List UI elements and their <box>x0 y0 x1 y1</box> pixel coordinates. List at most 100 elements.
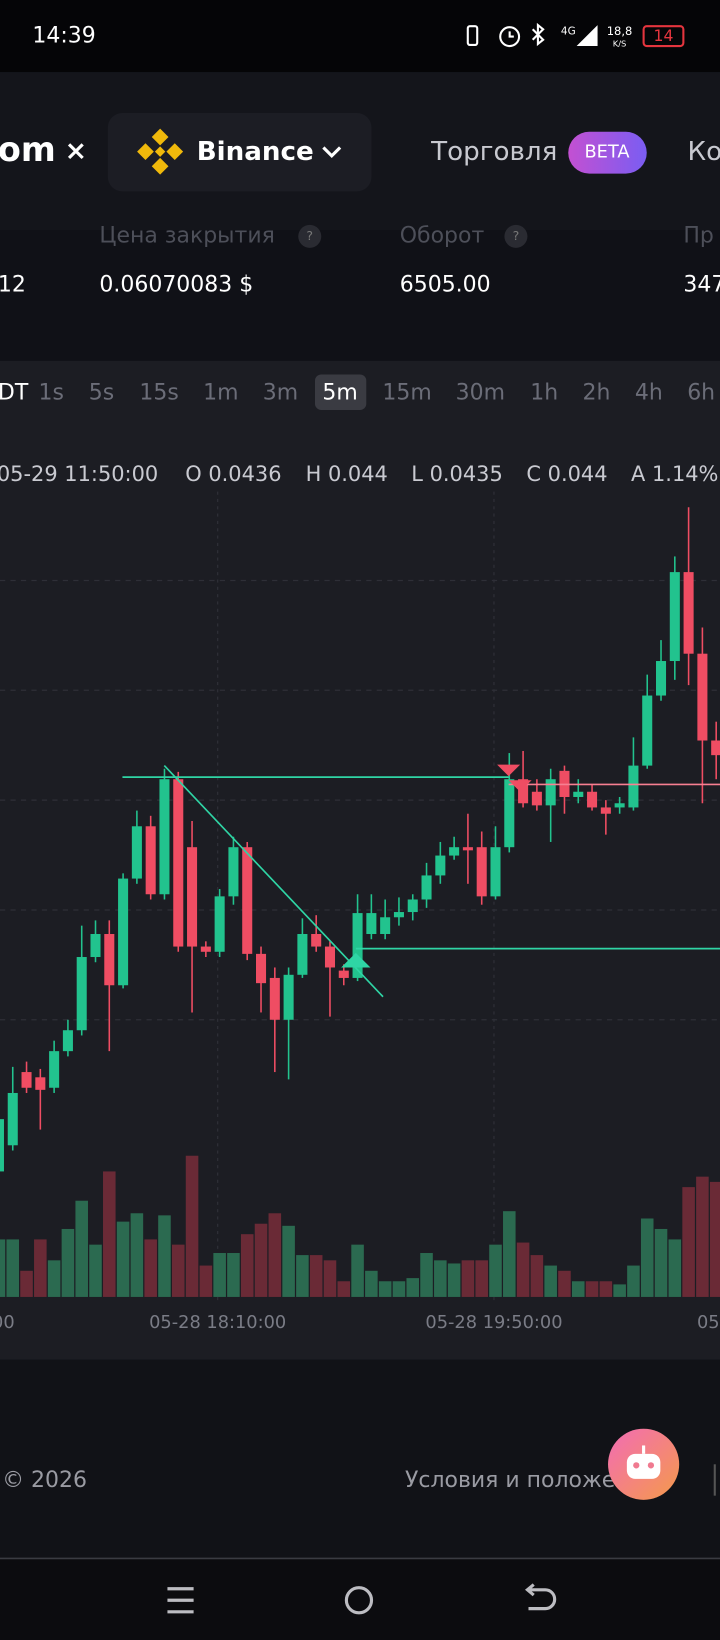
exchange-selector[interactable]: Binance <box>107 112 372 192</box>
stat-label: Цена закрытия <box>99 223 274 248</box>
help-icon[interactable] <box>504 224 528 248</box>
sell-marker <box>508 780 532 792</box>
candle-body <box>462 847 473 851</box>
candle-body <box>642 695 653 766</box>
exchange-name[interactable]: Binance <box>197 137 314 167</box>
volume-bar <box>627 1265 640 1297</box>
timeframe-active-bg <box>315 374 367 410</box>
candle-body <box>269 977 280 1020</box>
chart-panel <box>0 360 720 1360</box>
timeframe[interactable]: 30m <box>456 380 505 405</box>
candle-body <box>62 1030 73 1052</box>
candle-body <box>531 791 542 806</box>
timeframe[interactable]: 5m <box>322 380 357 405</box>
volume-bar <box>461 1260 475 1297</box>
close-icon[interactable] <box>67 143 84 160</box>
timeframe[interactable]: 15s <box>139 380 178 405</box>
help-text: ? <box>306 228 313 243</box>
timeframe[interactable]: 1s <box>39 380 64 405</box>
drawings <box>122 764 720 998</box>
timeframe[interactable]: 1m <box>203 380 238 405</box>
timeframe[interactable]: 15m <box>382 380 431 405</box>
volume-bar <box>654 1228 668 1297</box>
network: 4G <box>561 25 576 37</box>
sell-marker <box>497 764 521 777</box>
volume-bar <box>144 1239 157 1297</box>
volume-bar <box>282 1225 295 1297</box>
volume-bar <box>309 1255 323 1297</box>
assistant-button[interactable] <box>608 1428 680 1500</box>
volume-bar <box>489 1244 502 1297</box>
candle-body <box>118 878 129 986</box>
candle-body <box>35 1077 46 1090</box>
pair: DT <box>0 380 29 405</box>
menu-button[interactable] <box>167 1587 194 1614</box>
nav-link[interactable]: Торговля <box>430 137 557 167</box>
candle-body <box>393 912 404 918</box>
candle-body <box>518 779 529 804</box>
candle-body <box>449 847 460 856</box>
ohlc-amplitude: A 1.14% <box>631 462 718 486</box>
candle-body <box>338 970 349 978</box>
timeframe[interactable]: 6h <box>687 380 715 405</box>
nav-link[interactable]: Ко <box>688 137 720 167</box>
site-name: om <box>0 130 56 169</box>
candle-body <box>324 946 336 968</box>
volume-bar <box>213 1253 226 1297</box>
terms-link[interactable]: Условия и положе <box>405 1468 615 1493</box>
candle-body <box>200 946 211 952</box>
ohlc-row: 05-29 11:50:00 O 0.0436 H 0.044 L 0.0435… <box>0 462 718 486</box>
candle-chart: 00 05-28 18:10:00 05-28 19:50:00 05 <box>0 491 720 1333</box>
volume-bar <box>158 1215 171 1297</box>
volume-bar <box>268 1213 282 1297</box>
candle-body <box>297 934 308 975</box>
timeframe[interactable]: 2h <box>583 380 611 405</box>
volume-bar <box>503 1211 516 1297</box>
candle-body <box>421 875 432 900</box>
candle-body <box>366 913 377 935</box>
volume-bar <box>378 1281 392 1297</box>
candle-body <box>104 934 115 986</box>
x-tick-label: 05-28 19:50:00 <box>425 1312 562 1333</box>
volume-bar <box>130 1213 144 1297</box>
volume-bar <box>89 1244 102 1297</box>
volume-bar <box>6 1239 20 1297</box>
chevron <box>322 146 342 159</box>
help-icon[interactable] <box>298 224 322 248</box>
volume-bar <box>516 1242 530 1297</box>
candle-body <box>655 661 667 696</box>
stat-value: 12 <box>0 273 26 298</box>
back-button[interactable] <box>524 1583 557 1611</box>
timeframe[interactable]: 1h <box>530 380 558 405</box>
volume-bar <box>696 1176 709 1297</box>
copyright: © 2026 <box>2 1468 87 1493</box>
volume-bar <box>199 1265 213 1297</box>
volume-bar <box>365 1270 378 1297</box>
candle-body <box>90 934 101 958</box>
volume-bar <box>351 1244 364 1297</box>
candle-body <box>587 791 598 808</box>
candle-body <box>380 917 391 935</box>
timeframe[interactable]: 4h <box>635 380 663 405</box>
timeframe[interactable]: 3m <box>263 380 298 405</box>
volume-bar <box>544 1265 557 1297</box>
home-button[interactable] <box>344 1586 374 1615</box>
exchange-pill[interactable] <box>107 112 372 192</box>
volume-bar <box>406 1278 420 1297</box>
candle-body <box>614 803 625 808</box>
candle-body <box>228 847 239 897</box>
x-tick-label: 05 <box>697 1312 720 1333</box>
candle-body <box>683 572 694 654</box>
bot-face <box>626 1453 661 1479</box>
ohlc-high: H 0.044 <box>306 462 388 486</box>
candle-body <box>600 807 611 814</box>
volume-bar <box>34 1239 47 1297</box>
volume-bar <box>558 1270 571 1297</box>
stat-label: Оборот <box>400 223 485 248</box>
volume-bar <box>296 1255 309 1297</box>
timeframe[interactable]: 5s <box>89 380 114 405</box>
volume-bar <box>171 1244 185 1297</box>
candle-body <box>283 974 294 1020</box>
volume-bar <box>254 1223 268 1297</box>
